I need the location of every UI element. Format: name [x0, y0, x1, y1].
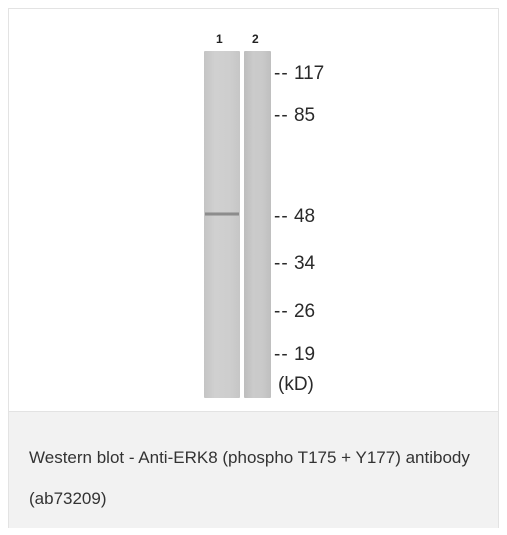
figure-card: 1 2 -- 117 -- 85 -- 48 -- 34 -- 26 -- 19…	[8, 8, 499, 528]
caption-text: Western blot - Anti-ERK8 (phospho T175 +…	[29, 448, 470, 508]
lane-2	[244, 51, 271, 398]
western-blot-image: 1 2 -- 117 -- 85 -- 48 -- 34 -- 26 -- 19…	[9, 9, 498, 411]
caption-panel: Western blot - Anti-ERK8 (phospho T175 +…	[9, 411, 498, 528]
lane-label-1: 1	[216, 32, 223, 46]
marker-34: -- 34	[274, 253, 316, 274]
lane-label-2: 2	[252, 32, 259, 46]
marker-117: -- 117	[274, 63, 325, 84]
unit-label: (kD)	[278, 374, 314, 395]
marker-19: -- 19	[274, 344, 316, 365]
marker-85: -- 85	[274, 105, 316, 126]
protein-band	[205, 212, 239, 216]
lane-1	[204, 51, 240, 398]
marker-48: -- 48	[274, 206, 316, 227]
marker-26: -- 26	[274, 301, 316, 322]
